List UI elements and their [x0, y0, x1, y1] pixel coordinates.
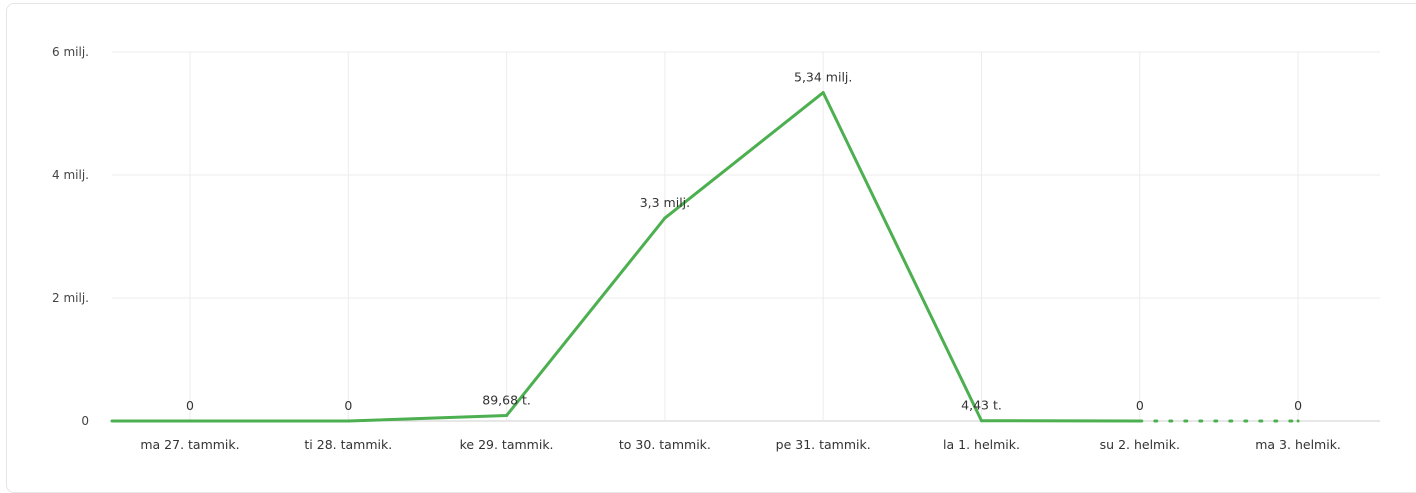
- x-tick-label: ti 28. tammik.: [304, 437, 392, 452]
- data-point: [346, 419, 350, 423]
- x-tick-label: ma 27. tammik.: [140, 437, 239, 452]
- series-line-solid: [110, 91, 1142, 423]
- data-point: [188, 419, 192, 423]
- data-label: 0: [1136, 398, 1144, 413]
- data-point: [821, 91, 825, 95]
- data-label: 4,43 t.: [961, 398, 1002, 413]
- grid-lines: [112, 51, 1380, 422]
- x-axis-ticks: ma 27. tammik. ti 28. tammik. ke 29. tammi…: [140, 437, 1341, 452]
- data-point: [980, 419, 983, 423]
- data-point: [505, 413, 509, 417]
- x-tick-label: pe 31. tammik.: [776, 437, 871, 452]
- y-tick-label: 0: [81, 414, 89, 428]
- data-label: 5,34 milj.: [794, 70, 852, 85]
- data-label: 0: [1294, 398, 1302, 413]
- x-tick-label: to 30. tammik.: [619, 437, 711, 452]
- chart-card: [6, 3, 1416, 493]
- x-tick-label: ke 29. tammik.: [460, 437, 554, 452]
- y-tick-label: 4 milj.: [52, 168, 89, 182]
- data-label: 0: [186, 398, 194, 413]
- data-label: 0: [344, 398, 352, 413]
- data-point: [663, 216, 667, 220]
- x-tick-label: la 1. helmik.: [943, 437, 1020, 452]
- y-tick-label: 6 milj.: [52, 45, 89, 59]
- x-tick-label: su 2. helmik.: [1100, 437, 1180, 452]
- data-labels: 0 0 89,68 t. 3,3 milj. 5,34 milj. 4,43 t. 0 0: [186, 70, 1302, 413]
- data-point: [1138, 419, 1142, 423]
- series-line: [110, 91, 1300, 423]
- y-axis-ticks: 0 2 milj. 4 milj. 6 milj.: [52, 45, 89, 428]
- y-tick-label: 2 milj.: [52, 291, 89, 305]
- data-label: 89,68 t.: [482, 392, 531, 407]
- data-label: 3,3 milj.: [640, 195, 690, 210]
- data-point: [1296, 419, 1300, 423]
- x-tick-label: ma 3. helmik.: [1255, 437, 1341, 452]
